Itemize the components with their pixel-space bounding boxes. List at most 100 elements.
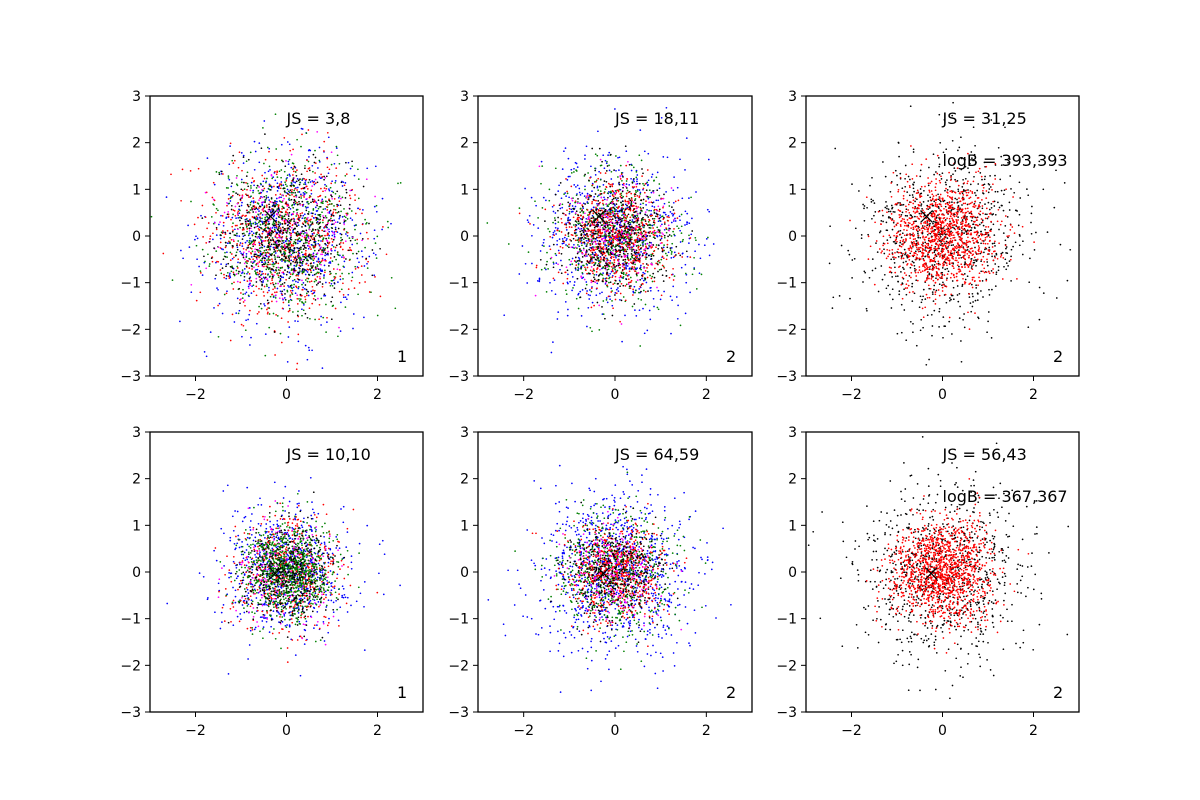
- point: [266, 299, 269, 302]
- point: [295, 215, 298, 217]
- point: [636, 178, 638, 180]
- point: [261, 236, 263, 238]
- point: [261, 203, 264, 206]
- point: [248, 239, 251, 242]
- point: [259, 223, 262, 226]
- point: [674, 217, 676, 220]
- point: [190, 283, 193, 286]
- point: [609, 212, 611, 215]
- point: [248, 277, 251, 280]
- point: [582, 247, 585, 250]
- point: [275, 225, 278, 228]
- point: [553, 234, 556, 237]
- point: [625, 164, 628, 167]
- point: [386, 220, 389, 223]
- point: [550, 256, 553, 259]
- point: [229, 339, 232, 342]
- point: [243, 188, 246, 191]
- point: [647, 179, 650, 182]
- point: [609, 235, 612, 238]
- point: [301, 226, 303, 228]
- point: [671, 212, 673, 215]
- point: [657, 199, 660, 202]
- point: [241, 297, 244, 299]
- point: [566, 209, 568, 212]
- point: [680, 225, 683, 228]
- point: [576, 239, 579, 242]
- point: [242, 288, 244, 291]
- point: [611, 262, 613, 264]
- point: [309, 269, 312, 272]
- point: [252, 200, 255, 202]
- point: [263, 285, 266, 288]
- point: [293, 283, 295, 286]
- point: [624, 314, 626, 317]
- point: [277, 236, 280, 239]
- point: [535, 204, 537, 207]
- point: [200, 214, 202, 217]
- point: [547, 268, 549, 270]
- point: [338, 200, 341, 203]
- point: [295, 286, 298, 289]
- point: [274, 235, 277, 237]
- point: [649, 227, 652, 229]
- point: [294, 194, 297, 197]
- point: [591, 200, 594, 203]
- point: [602, 199, 604, 202]
- point: [575, 186, 577, 188]
- point: [343, 260, 346, 263]
- point: [325, 216, 328, 219]
- point: [256, 202, 259, 204]
- point: [602, 277, 605, 280]
- point: [652, 231, 655, 233]
- point: [644, 211, 647, 213]
- point: [305, 263, 307, 265]
- point: [631, 199, 633, 202]
- point: [272, 204, 274, 207]
- point: [661, 255, 664, 258]
- point: [288, 260, 291, 263]
- point: [258, 244, 261, 247]
- point: [611, 304, 614, 307]
- point: [264, 213, 267, 216]
- point: [236, 267, 239, 269]
- point: [323, 293, 326, 296]
- point: [345, 214, 348, 216]
- point: [647, 183, 649, 186]
- point: [334, 181, 337, 184]
- point: [341, 216, 344, 218]
- point: [574, 201, 576, 204]
- point: [330, 163, 333, 166]
- point: [597, 177, 600, 180]
- point: [617, 250, 619, 253]
- point: [254, 208, 256, 210]
- point: [238, 151, 241, 154]
- point: [625, 274, 627, 276]
- point: [612, 200, 614, 203]
- point: [264, 276, 267, 279]
- point: [609, 298, 611, 301]
- point: [632, 290, 635, 293]
- point: [345, 191, 348, 194]
- point: [339, 245, 342, 248]
- point: [686, 212, 689, 215]
- point: [291, 224, 294, 227]
- point: [269, 295, 272, 298]
- point: [590, 229, 593, 232]
- point: [575, 261, 578, 264]
- point: [245, 193, 247, 196]
- point: [331, 244, 334, 246]
- point: [368, 222, 370, 225]
- point: [644, 218, 646, 221]
- point: [271, 260, 274, 263]
- point: [625, 266, 627, 268]
- point: [280, 317, 283, 320]
- point: [283, 207, 285, 209]
- point: [278, 197, 280, 199]
- point: [307, 160, 310, 163]
- point: [320, 201, 323, 204]
- point: [321, 249, 324, 251]
- point: [363, 316, 365, 319]
- point: [309, 195, 311, 197]
- point: [308, 148, 311, 151]
